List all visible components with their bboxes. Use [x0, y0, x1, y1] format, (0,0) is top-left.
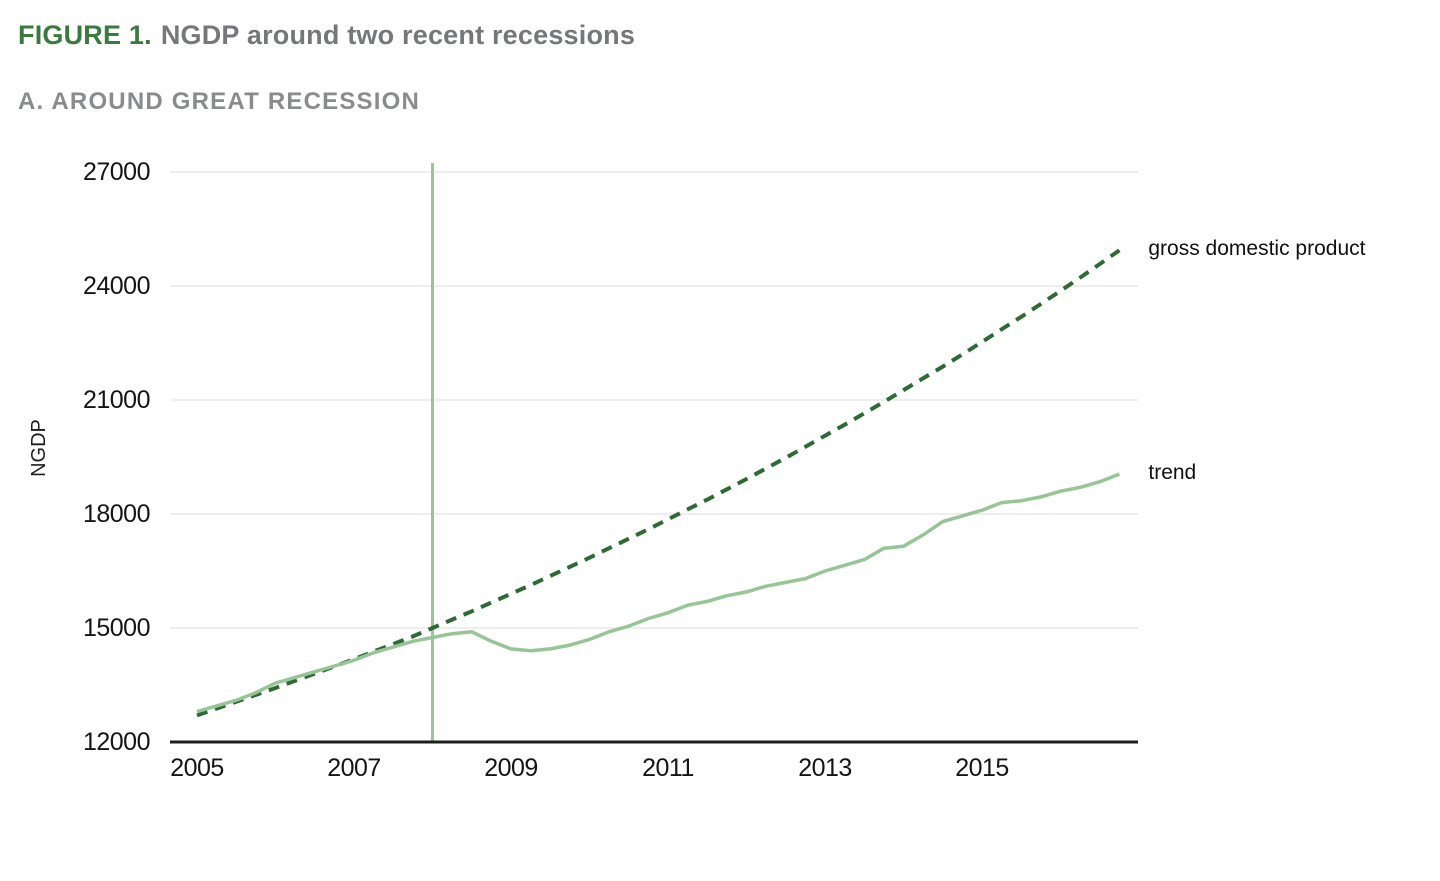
y-tick-label: 18000 [82, 500, 151, 528]
figure-title: FIGURE 1. NGDP around two recent recessio… [18, 20, 635, 51]
x-tick-label: 2011 [642, 754, 694, 782]
y-tick-label: 24000 [82, 272, 151, 300]
series-label-gross-domestic-product: gross domestic product [1148, 237, 1366, 261]
x-tick-label: 2015 [955, 754, 1009, 782]
figure-title-text: NGDP around two recent recessions [160, 20, 636, 50]
y-tick-label: 21000 [82, 386, 151, 414]
panel-subtitle: A. AROUND GREAT RECESSION [18, 88, 421, 115]
y-tick-label: 15000 [82, 614, 151, 642]
x-tick-label: 2005 [170, 754, 224, 782]
x-tick-label: 2013 [798, 754, 852, 782]
series-line-gross-domestic-product [196, 248, 1121, 718]
series-label-trend: trend [1148, 461, 1197, 485]
x-tick-label: 2007 [327, 754, 381, 782]
series-line-trend [196, 472, 1121, 714]
figure-number-label: FIGURE 1. [18, 20, 152, 50]
x-tick-label: 2009 [484, 754, 538, 782]
y-tick-label: 12000 [82, 728, 151, 756]
y-tick-label: 27000 [82, 158, 151, 186]
